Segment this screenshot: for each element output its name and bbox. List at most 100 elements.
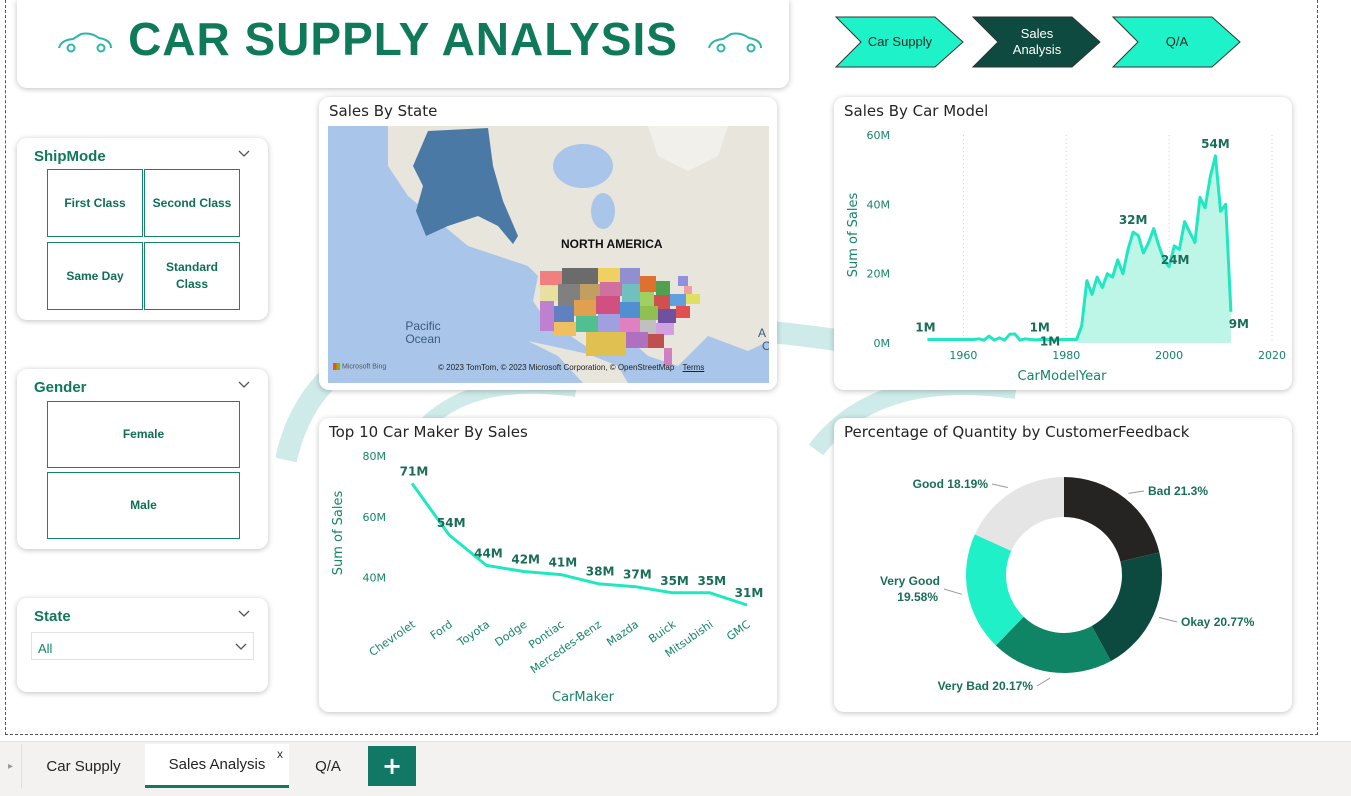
- y-tick-label: 60M: [363, 511, 387, 524]
- area-fill: [1076, 155, 1231, 343]
- data-label: 9M: [1229, 317, 1249, 331]
- slicer-title: ShipMode: [34, 148, 106, 165]
- add-page-button[interactable]: +: [368, 746, 416, 786]
- y-tick-label: 40M: [363, 572, 387, 585]
- visual-title: Sales By State: [329, 102, 438, 120]
- arrow-shape-icon: [1112, 16, 1241, 68]
- map-terms-link[interactable]: Terms: [682, 363, 705, 372]
- data-label: 35M: [697, 574, 726, 588]
- map-graphic: [388, 126, 769, 383]
- slicer-option-standard-class[interactable]: Standard Class: [144, 242, 240, 310]
- x-tick-label: 2000: [1155, 349, 1183, 362]
- title-card: CAR SUPPLY ANALYSIS: [17, 0, 789, 88]
- slice-label: Good 18.19%: [913, 477, 989, 491]
- data-label: 1M: [1030, 321, 1050, 335]
- car-icon: [58, 32, 112, 53]
- y-tick-label: 80M: [363, 450, 387, 463]
- visual-title: Sales By Car Model: [844, 102, 989, 120]
- sales-by-state-map[interactable]: NORTH AMERICA Pacific Ocean A O Microsof…: [328, 126, 769, 383]
- slicer-option-same-day[interactable]: Same Day: [47, 242, 143, 310]
- data-label: 1M: [915, 321, 935, 335]
- nav-qa-button[interactable]: Q/A: [1112, 16, 1242, 68]
- slicer-title: State: [34, 608, 71, 625]
- slice-label: Very Bad 20.17%: [938, 679, 1034, 693]
- nav-sales-analysis-button[interactable]: Sales Analysis: [972, 16, 1102, 68]
- map-edge-label: O: [762, 339, 769, 353]
- y-axis-title: Sum of Sales: [846, 193, 861, 278]
- bing-logo: Microsoft Bing: [333, 363, 386, 370]
- map-continent-label: NORTH AMERICA: [561, 237, 663, 251]
- data-label: 54M: [437, 516, 466, 530]
- data-label: 38M: [586, 565, 615, 579]
- map-edge-label: A: [758, 326, 767, 340]
- tab-label: Q/A: [315, 757, 341, 775]
- state-dropdown[interactable]: All: [31, 632, 254, 660]
- nav-car-supply-button[interactable]: Car Supply: [835, 16, 965, 68]
- chevron-down-icon[interactable]: [238, 150, 250, 158]
- chevron-down-icon[interactable]: [238, 610, 250, 618]
- data-label: 32M: [1119, 213, 1148, 227]
- slicer-title: Gender: [34, 379, 87, 396]
- visual-title: Percentage of Quantity by CustomerFeedba…: [844, 423, 1190, 441]
- slicer-option-male[interactable]: Male: [47, 472, 240, 539]
- donut-slice: [974, 477, 1064, 551]
- leader-line: [1158, 616, 1178, 623]
- sales-by-state-card: Sales By State: [319, 97, 777, 390]
- x-tick-label: 2020: [1258, 349, 1286, 362]
- slice-label: Very Good: [880, 574, 940, 588]
- leader-line: [1128, 490, 1145, 494]
- x-tick-label: 1960: [949, 349, 977, 362]
- slicer-option-second-class[interactable]: Second Class: [144, 169, 240, 237]
- tab-sales-analysis[interactable]: Sales Analysis x: [145, 744, 289, 788]
- slice-label: 19.58%: [897, 590, 938, 604]
- tab-car-supply[interactable]: Car Supply: [23, 744, 144, 788]
- tab-scroll-left-icon[interactable]: ▸: [0, 744, 22, 788]
- x-tick-label: Toyota: [455, 618, 493, 650]
- top10-car-maker-card: Top 10 Car Maker By Sales 40M 60M 80M 71M 54…: [319, 418, 777, 712]
- map-copyright: © 2023 TomTom, © 2023 Microsoft Corporat…: [438, 363, 704, 372]
- chevron-down-icon[interactable]: [238, 381, 250, 389]
- y-tick-label: 0M: [874, 337, 891, 350]
- state-dropdown-value: All: [38, 641, 53, 656]
- tab-label: Car Supply: [46, 757, 121, 775]
- top10-car-maker-chart[interactable]: 40M 60M 80M 71M 54M 44M 42M 41M 38M 37M 35M 35M 31M C…: [319, 418, 777, 712]
- customer-feedback-card: Percentage of Quantity by CustomerFeedba…: [834, 418, 1292, 712]
- data-label: 24M: [1161, 253, 1190, 267]
- x-axis-title: CarModelYear: [1018, 369, 1108, 384]
- slicer-option-first-class[interactable]: First Class: [47, 169, 143, 237]
- series-line: [927, 154, 1233, 342]
- visual-title: Top 10 Car Maker By Sales: [329, 423, 528, 441]
- data-label: 54M: [1201, 137, 1230, 151]
- data-label: 37M: [623, 568, 652, 582]
- bing-logo-text: Microsoft Bing: [341, 363, 387, 371]
- donut-slice: [1091, 552, 1162, 662]
- chevron-down-icon: [235, 643, 247, 650]
- data-label: 42M: [511, 553, 540, 567]
- page-title: CAR SUPPLY ANALYSIS: [128, 13, 678, 65]
- leader-line: [991, 483, 1008, 488]
- sales-by-car-model-card: Sales By Car Model 0M 20M 40M 60M 1960 1980 20…: [834, 97, 1292, 390]
- customer-feedback-donut-chart[interactable]: Bad 21.3% Okay 20.77% Very Bad 20.17% Very …: [834, 418, 1292, 712]
- x-tick-label: Chevrolet: [367, 617, 418, 658]
- nav-label: Sales Analysis: [1012, 26, 1062, 57]
- y-tick-label: 60M: [867, 129, 891, 142]
- x-tick-label: Dodge: [492, 618, 529, 649]
- data-label: 1M: [1040, 335, 1060, 349]
- x-tick-label: Ford: [428, 618, 455, 642]
- x-axis-title: CarMaker: [552, 690, 615, 705]
- arrow-shape-icon: [835, 16, 964, 68]
- x-tick-label: Mazda: [604, 618, 641, 649]
- close-icon[interactable]: x: [277, 747, 283, 761]
- donut-slice: [965, 534, 1024, 646]
- data-label: 35M: [660, 574, 689, 588]
- gender-slicer: Gender Female Male: [17, 369, 268, 549]
- slicer-option-female[interactable]: Female: [47, 401, 240, 468]
- nav-label: Q/A: [1165, 34, 1189, 49]
- arrow-shape-icon: [972, 16, 1101, 68]
- slice-label: Bad 21.3%: [1148, 484, 1208, 498]
- map-copyright-text: © 2023 TomTom, © 2023 Microsoft Corporat…: [438, 363, 675, 372]
- nav-label: Car Supply: [867, 34, 933, 49]
- donut-slice: [1064, 477, 1160, 562]
- tab-qa[interactable]: Q/A: [290, 744, 366, 788]
